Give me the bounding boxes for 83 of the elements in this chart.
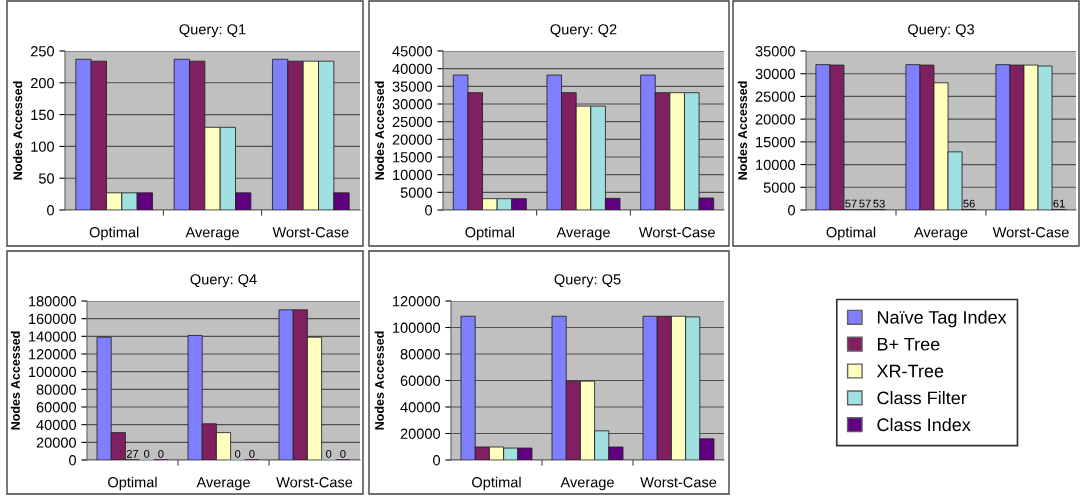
legend-label: Class Index: [877, 417, 971, 432]
data-label: 0: [144, 449, 150, 458]
y-tick-label: 0: [69, 455, 77, 466]
y-tick-label: 35000: [755, 46, 796, 57]
y-tick-label: 10000: [756, 159, 796, 170]
y-tick-label: 80000: [400, 349, 441, 360]
data-label: 53: [873, 199, 885, 208]
x-tick-label: Optimal: [826, 226, 876, 241]
y-tick-label: 25000: [755, 91, 796, 102]
chart-title: Query: Q3: [908, 24, 974, 38]
x-tick-label: Optimal: [472, 476, 521, 491]
y-tick-label: 120000: [393, 296, 441, 307]
y-tick-label: 20000: [400, 428, 441, 439]
y-axis-title: Nodes Accessed: [374, 331, 384, 430]
y-tick-label: 15000: [393, 152, 433, 163]
x-tick-label: Average: [560, 477, 614, 491]
y-tick-label: 250: [30, 46, 55, 57]
x-tick-label: Worst-Case: [640, 477, 717, 488]
x-tick-label: Worst-Case: [276, 477, 353, 488]
y-tick-label: 50: [38, 173, 55, 184]
y-tick-label: 30000: [755, 68, 796, 80]
y-tick-label: 0: [788, 205, 796, 216]
data-label: 57: [859, 199, 871, 208]
y-tick-label: 40000: [36, 419, 77, 431]
x-tick-label: Optimal: [465, 226, 514, 241]
data-label: 0: [340, 449, 346, 458]
data-label: 27: [126, 449, 139, 458]
x-tick-label: Average: [556, 227, 610, 241]
y-axis-title: Nodes Accessed: [13, 81, 23, 180]
legend-label: B+ Tree: [877, 337, 940, 351]
x-tick-label: Worst-Case: [638, 227, 715, 238]
y-tick-label: 30000: [392, 99, 433, 110]
y-tick-label: 150: [31, 109, 55, 121]
y-axis-title: Nodes Accessed: [10, 331, 20, 430]
x-tick-label: Average: [196, 477, 250, 491]
x-tick-label: Optimal: [108, 476, 157, 491]
y-tick-label: 0: [47, 205, 55, 216]
y-tick-label: 100: [31, 141, 55, 152]
y-tick-label: 60000: [400, 375, 441, 386]
y-tick-label: 40000: [392, 63, 433, 75]
x-tick-label: Optimal: [89, 226, 139, 241]
x-tick-label: Worst-Case: [992, 227, 1069, 238]
y-tick-label: 15000: [756, 136, 796, 148]
y-tick-label: 120000: [29, 349, 77, 360]
data-label: 0: [249, 449, 255, 458]
x-tick-label: Average: [185, 227, 239, 241]
y-tick-label: 40000: [400, 402, 441, 413]
chart-title: Query: Q4: [190, 274, 257, 288]
y-tick-label: 5000: [763, 182, 796, 193]
y-tick-label: 25000: [392, 116, 433, 128]
y-tick-label: 35000: [392, 81, 433, 92]
legend-label: XR-Tree: [876, 364, 944, 378]
data-label: 0: [158, 449, 164, 458]
data-label: 56: [963, 199, 975, 208]
y-tick-label: 20000: [392, 134, 433, 145]
y-tick-label: 60000: [36, 402, 77, 413]
y-tick-label: 180000: [29, 296, 77, 307]
y-tick-label: 45000: [392, 46, 433, 57]
x-tick-label: Worst-Case: [272, 227, 349, 238]
chart-title: Query: Q5: [554, 274, 621, 288]
y-tick-label: 200: [30, 77, 55, 89]
y-tick-label: 20000: [755, 114, 796, 125]
y-tick-label: 5000: [400, 187, 433, 198]
data-label: 57: [845, 199, 857, 208]
y-tick-label: 140000: [29, 331, 77, 342]
data-label: 61: [1053, 199, 1065, 208]
y-tick-label: 0: [433, 455, 441, 466]
y-tick-label: 160000: [29, 313, 77, 325]
legend-label: Class Filter: [877, 391, 967, 405]
y-tick-label: 10000: [393, 169, 433, 181]
y-tick-label: 20000: [36, 437, 77, 448]
y-axis-title: Nodes Accessed: [374, 81, 385, 180]
y-axis-title: Nodes Accessed: [737, 81, 748, 180]
y-tick-label: 80000: [36, 384, 77, 395]
x-tick-label: Average: [914, 227, 968, 241]
data-label: 0: [235, 449, 241, 458]
y-tick-label: 100000: [29, 366, 77, 378]
chart-title: Query: Q1: [179, 24, 246, 38]
legend-label: Naïve Tag Index: [877, 310, 1007, 328]
y-tick-label: 0: [425, 205, 433, 216]
data-label: 0: [326, 449, 332, 458]
y-tick-label: 100000: [393, 322, 441, 333]
chart-title: Query: Q2: [550, 24, 617, 38]
